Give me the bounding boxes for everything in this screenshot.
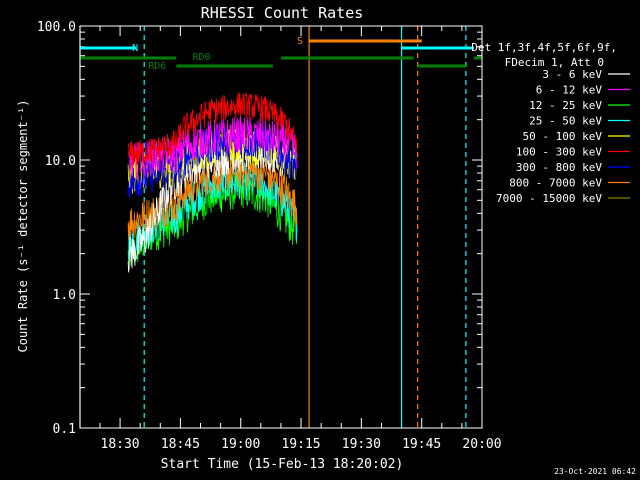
y-tick-label: 10.0	[45, 154, 76, 169]
series-line	[127, 161, 298, 260]
x-tick-labels: 18:30 18:45 19:00 19:15 19:30 19:45 20:00	[101, 437, 502, 452]
x-tick-label: 19:00	[221, 437, 260, 452]
flag-label-n: N	[132, 43, 138, 54]
axis-ticks	[80, 25, 483, 429]
series-group	[127, 92, 298, 273]
flag-label-rd6: RD6	[148, 61, 166, 72]
timestamp: 23-Oct-2021 06:42	[554, 467, 636, 476]
legend-label: 800 - 7000 keV	[509, 177, 602, 190]
series-line	[127, 115, 298, 180]
legend-label: 12 - 25 keV	[529, 99, 602, 112]
series-line	[127, 92, 298, 166]
y-axis-label: Count Rate (s⁻¹ detector segment⁻¹)	[16, 100, 30, 353]
legend-label: 300 - 800 keV	[516, 161, 602, 174]
flag-label-s: S	[297, 36, 303, 47]
series-line	[127, 124, 298, 199]
y-tick-label: 1.0	[53, 288, 76, 303]
legend-label: 7000 - 15000 keV	[496, 192, 602, 205]
x-tick-label: 20:00	[462, 437, 501, 452]
legend: Det 1f,3f,4f,5f,6f,9f, FDecim 1, Att 03 -…	[471, 41, 630, 205]
legend-label: 100 - 300 keV	[516, 146, 602, 159]
y-tick-label: 100.0	[37, 20, 76, 35]
legend-label: 50 - 100 keV	[523, 130, 603, 143]
x-axis-label: Start Time (15-Feb-13 18:20:02)	[161, 457, 404, 472]
legend-label: 25 - 50 keV	[529, 115, 602, 128]
legend-label: 3 - 6 keV	[542, 68, 602, 81]
legend-header: Det 1f,3f,4f,5f,6f,9f,	[471, 41, 617, 54]
x-tick-label: 18:45	[161, 437, 200, 452]
x-tick-label: 19:45	[402, 437, 441, 452]
y-tick-labels: 0.1 1.0 10.0 100.0	[37, 20, 76, 437]
chart-title: RHESSI Count Rates	[201, 4, 364, 22]
legend-header: FDecim 1, Att 0	[505, 56, 604, 69]
x-tick-label: 18:30	[101, 437, 140, 452]
legend-label: 6 - 12 keV	[536, 84, 603, 97]
y-tick-label: 0.1	[53, 422, 76, 437]
plot-frame	[79, 25, 483, 429]
series-line	[127, 128, 298, 194]
annotation-flag-bars: N S RD0 RD6	[80, 36, 482, 72]
x-tick-label: 19:30	[342, 437, 381, 452]
x-tick-label: 19:15	[281, 437, 320, 452]
flag-label-rd0: RD0	[192, 52, 210, 63]
